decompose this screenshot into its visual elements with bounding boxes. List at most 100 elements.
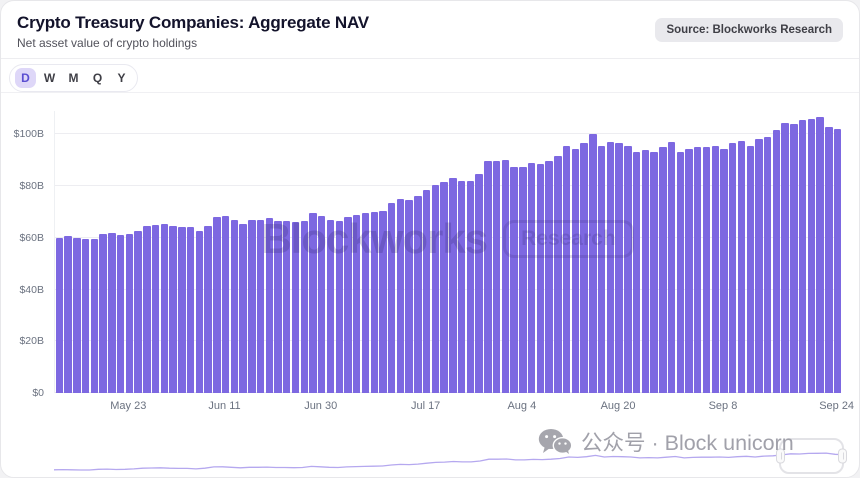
bar[interactable] <box>685 148 693 393</box>
bar[interactable] <box>309 213 317 393</box>
bar[interactable] <box>562 145 571 393</box>
range-option-yearly[interactable]: Y <box>117 71 126 85</box>
bar[interactable] <box>729 143 737 393</box>
bar[interactable] <box>798 120 807 393</box>
bar[interactable] <box>195 231 204 393</box>
bar[interactable] <box>545 161 553 393</box>
range-option-daily[interactable]: D <box>15 68 36 88</box>
bar[interactable] <box>405 200 413 393</box>
bar[interactable] <box>274 220 282 393</box>
bar[interactable] <box>64 236 72 393</box>
bar[interactable] <box>344 217 352 393</box>
bar[interactable] <box>134 231 142 393</box>
bar[interactable] <box>160 223 169 393</box>
bar[interactable] <box>519 166 527 393</box>
bar[interactable] <box>615 143 623 393</box>
bar[interactable] <box>361 213 370 393</box>
bar[interactable] <box>790 123 798 393</box>
bar[interactable] <box>746 145 754 393</box>
bar[interactable] <box>833 129 842 393</box>
bar[interactable] <box>248 219 256 393</box>
bar[interactable] <box>650 152 658 393</box>
bar[interactable] <box>466 180 475 393</box>
range-option-weekly[interactable]: W <box>43 71 56 85</box>
bar[interactable] <box>510 166 518 393</box>
bar[interactable] <box>597 145 606 393</box>
bar[interactable] <box>632 152 641 393</box>
bar[interactable] <box>659 147 667 393</box>
bar[interactable] <box>326 219 335 393</box>
bar[interactable] <box>81 239 90 393</box>
bar[interactable] <box>55 237 64 393</box>
bar[interactable] <box>589 134 597 393</box>
bar[interactable] <box>536 164 545 393</box>
navigator-window[interactable] <box>776 438 847 474</box>
bar[interactable] <box>291 222 300 393</box>
bar[interactable] <box>764 136 772 393</box>
bar[interactable] <box>230 219 239 393</box>
bar[interactable] <box>239 223 247 393</box>
bar[interactable] <box>492 161 501 393</box>
bar[interactable] <box>449 178 457 393</box>
bar[interactable] <box>676 152 684 393</box>
bar[interactable] <box>694 147 702 393</box>
bar[interactable] <box>475 174 483 393</box>
range-option-quarterly[interactable]: Q <box>92 71 103 85</box>
bar[interactable] <box>667 142 676 393</box>
bar[interactable] <box>379 210 387 393</box>
bar[interactable] <box>151 224 160 393</box>
bar[interactable] <box>300 220 308 393</box>
bar[interactable] <box>116 235 125 393</box>
bar[interactable] <box>422 189 431 393</box>
bar[interactable] <box>457 180 466 393</box>
bar[interactable] <box>571 148 580 393</box>
bar[interactable] <box>99 233 107 393</box>
bar[interactable] <box>825 126 833 393</box>
bar[interactable] <box>186 227 195 393</box>
bar[interactable] <box>256 219 265 393</box>
bar[interactable] <box>73 237 81 393</box>
bar[interactable] <box>335 220 343 393</box>
bar[interactable] <box>204 226 212 393</box>
range-option-monthly[interactable]: M <box>68 71 79 85</box>
bar[interactable] <box>606 142 615 393</box>
bar[interactable] <box>580 143 588 393</box>
bar[interactable] <box>318 215 326 393</box>
bar[interactable] <box>265 218 273 393</box>
bar[interactable] <box>641 149 649 393</box>
navigator-right-handle[interactable] <box>838 448 847 464</box>
y-axis-tick-label: $0 <box>32 387 44 399</box>
bar[interactable] <box>772 130 781 393</box>
bar[interactable] <box>108 232 116 393</box>
bar[interactable] <box>624 145 632 393</box>
bar[interactable] <box>807 118 816 393</box>
bar[interactable] <box>387 202 396 393</box>
bar[interactable] <box>720 148 728 393</box>
bar[interactable] <box>125 233 134 393</box>
bar[interactable] <box>702 147 711 393</box>
bar[interactable] <box>169 226 177 393</box>
bar[interactable] <box>554 156 562 393</box>
bar[interactable] <box>737 140 746 393</box>
bar[interactable] <box>370 211 378 393</box>
bar[interactable] <box>755 139 763 393</box>
x-axis-labels: May 23 Jun 11 Jun 30 Jul 17 Aug 4 Aug 20 Sep 8… <box>1 400 859 416</box>
bar[interactable] <box>283 220 291 393</box>
bar[interactable] <box>414 196 422 393</box>
bar[interactable] <box>484 161 492 393</box>
bar[interactable] <box>431 184 440 393</box>
bar[interactable] <box>527 162 536 393</box>
bar[interactable] <box>816 117 824 393</box>
bar[interactable] <box>178 227 186 393</box>
bar[interactable] <box>213 217 221 393</box>
bar[interactable] <box>143 226 151 393</box>
bar[interactable] <box>353 214 361 393</box>
bar[interactable] <box>781 122 789 393</box>
navigator-left-handle[interactable] <box>776 448 785 464</box>
bar[interactable] <box>501 160 510 393</box>
bar[interactable] <box>396 198 405 393</box>
bar[interactable] <box>221 215 230 393</box>
bar[interactable] <box>711 145 719 393</box>
bar[interactable] <box>90 239 99 393</box>
bar[interactable] <box>440 182 448 393</box>
